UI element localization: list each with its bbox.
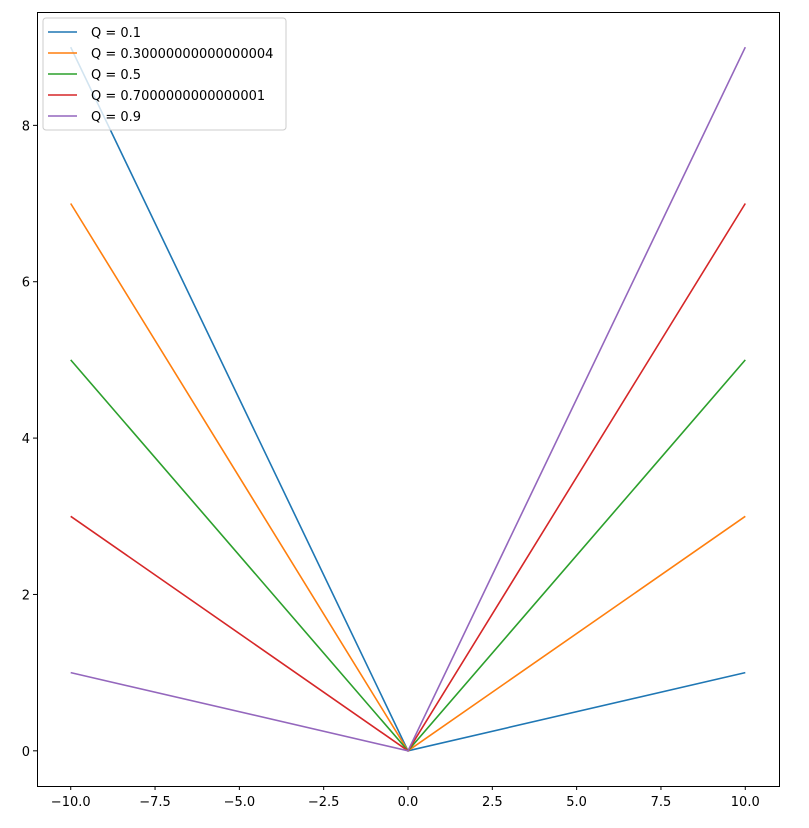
x-tick-label: −2.5: [308, 795, 340, 810]
x-tick-label: 5.0: [566, 795, 587, 810]
y-tick-label: 8: [22, 119, 30, 134]
legend-label: Q = 0.5: [91, 68, 141, 83]
legend-label: Q = 0.1: [91, 26, 141, 41]
x-tick-label: 10.0: [731, 795, 760, 810]
series-line-4: [70, 46, 747, 752]
x-tick-label: 2.5: [482, 795, 503, 810]
legend-label: Q = 0.30000000000000004: [91, 47, 273, 62]
y-tick-label: 4: [22, 432, 30, 447]
x-tick-label: 0.0: [398, 795, 419, 810]
legend-box: [42, 17, 287, 131]
series-line-2: [70, 359, 746, 753]
y-tick-label: 6: [22, 276, 30, 291]
plot-lines: [69, 46, 747, 753]
x-tick-label: −7.5: [139, 795, 171, 810]
y-axis: 0 2 4 6 8: [22, 119, 37, 760]
x-tick-label: −10.0: [51, 795, 91, 810]
legend-label: Q = 0.7000000000000001: [91, 89, 265, 104]
legend-label: Q = 0.9: [91, 110, 141, 125]
y-tick-label: 2: [22, 588, 30, 603]
series-line-0: [69, 46, 746, 752]
x-tick-label: 7.5: [651, 795, 672, 810]
x-tick-label: −5.0: [224, 795, 256, 810]
x-axis: −10.0 −7.5 −5.0 −2.5 0.0 2.5 5.0 7.5 10.0: [51, 786, 760, 810]
y-tick-label: 0: [22, 745, 30, 760]
legend: Q = 0.1 Q = 0.30000000000000004 Q = 0.5 Q =…: [42, 17, 287, 131]
